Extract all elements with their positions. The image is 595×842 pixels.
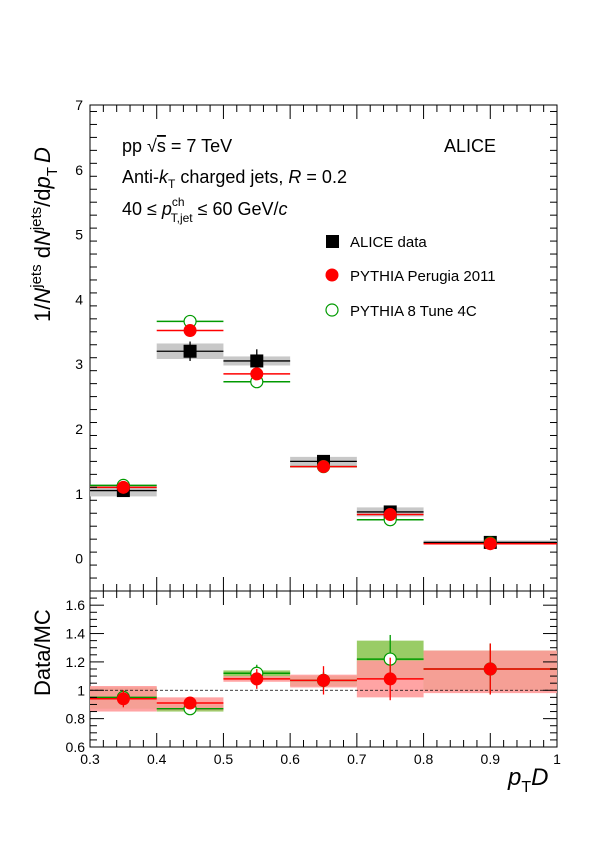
x-tick-label: 0.4 (147, 751, 167, 767)
x-tick-label: 0.3 (80, 751, 100, 767)
top-y-tick-label: 0 (75, 551, 83, 567)
ratio-point-perugia (317, 673, 330, 687)
ratio-y-tick-label: 0.6 (66, 739, 86, 755)
top-y-axis-label: 1/Njets dNjets/dpTD (28, 147, 61, 322)
data-point-perugia (116, 480, 130, 494)
data-point-alice (183, 344, 197, 358)
legend-label-perugia: PYTHIA Perugia 2011 (350, 268, 496, 285)
annotation-experiment: ALICE (444, 136, 496, 156)
legend-marker-tune4c (325, 303, 339, 317)
top-y-tick-label: 7 (75, 97, 83, 113)
data-point-perugia (383, 508, 397, 522)
top-y-tick-label: 3 (75, 356, 83, 372)
ratio-y-tick-label: 1 (77, 682, 85, 698)
legend-label-alice-data: ALICE data (350, 234, 427, 251)
annotation-energy: pp √s = 7 TeV (122, 136, 232, 156)
data-point-alice (250, 354, 264, 368)
ratio-point-perugia (250, 672, 264, 686)
legend-marker-alice-data (326, 235, 339, 248)
ratio-y-axis-label: Data/MC (30, 609, 55, 696)
annotation-algorithm: Anti-kT charged jets, R = 0.2 (122, 167, 347, 191)
ratio-point-perugia (183, 696, 197, 710)
ratio-point-perugia (383, 672, 397, 686)
ratio-point-perugia (116, 692, 130, 706)
ratio-y-tick-label: 1.6 (66, 597, 86, 613)
x-tick-label: 1 (553, 751, 561, 767)
x-tick-label: 0.6 (280, 751, 300, 767)
top-y-tick-label: 6 (75, 162, 83, 178)
ratio-y-tick-label: 1.4 (66, 626, 86, 642)
x-tick-label: 0.5 (214, 751, 234, 767)
legend-marker-perugia (325, 268, 339, 282)
x-tick-label: 0.9 (481, 751, 501, 767)
top-y-tick-label: 4 (75, 291, 83, 307)
x-tick-label: 0.7 (347, 751, 367, 767)
ratio-y-tick-label: 0.8 (66, 711, 86, 727)
legend-label-tune4c: PYTHIA 8 Tune 4C (350, 303, 477, 320)
x-axis-label: pTD (507, 764, 548, 796)
data-point-perugia (250, 367, 264, 381)
annotation-pt-range: 40 ≤ pch T,jet ≤ 60 GeV/c (122, 195, 288, 225)
top-y-tick-label: 2 (75, 421, 83, 437)
top-y-tick-label: 5 (75, 227, 83, 243)
top-y-tick-label: 1 (75, 486, 83, 502)
x-tick-label: 0.8 (414, 751, 434, 767)
ratio-y-tick-label: 1.2 (66, 654, 86, 670)
legend: ALICE data PYTHIA Perugia 2011 PYTHIA 8 … (325, 234, 496, 320)
ratio-point-perugia (483, 662, 497, 676)
data-point-perugia (183, 324, 197, 338)
data-point-perugia (483, 537, 497, 551)
data-point-perugia (317, 460, 330, 474)
